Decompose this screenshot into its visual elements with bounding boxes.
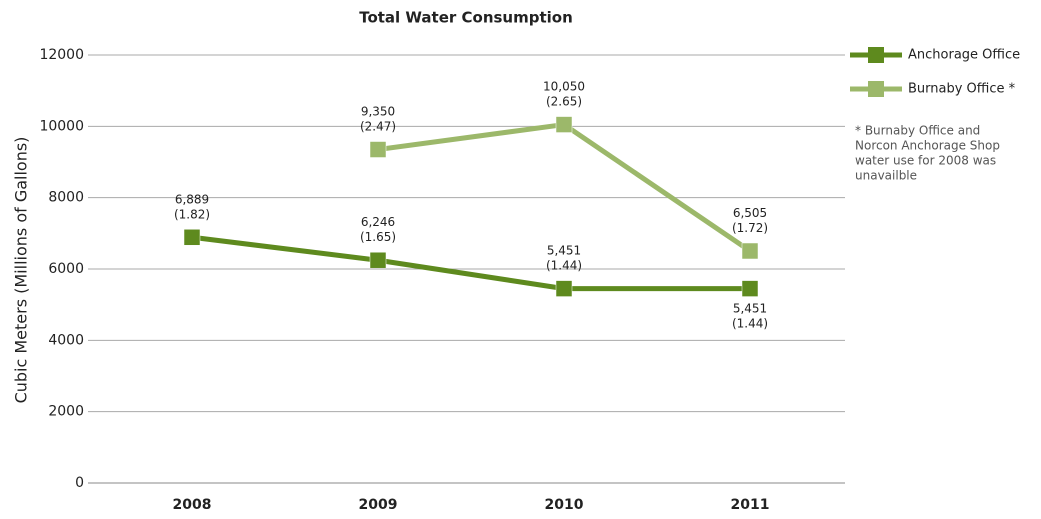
y-tick-label: 2000: [48, 404, 84, 420]
x-tick-label: 2008: [173, 497, 212, 513]
series-line: [191, 234, 750, 292]
value-label-gallons: (1.65): [360, 230, 396, 244]
value-label: 6,246 (1.65): [360, 215, 396, 244]
value-label-main: 10,050: [543, 79, 585, 93]
legend-label: Burnaby Office *: [908, 82, 1016, 97]
value-label-main: 6,505: [733, 205, 767, 219]
y-tick-label: 0: [75, 475, 84, 491]
note: * Burnaby Office and: [855, 124, 980, 138]
note: Norcon Anchorage Shop: [855, 139, 1000, 153]
value-label-gallons: (1.72): [732, 220, 768, 234]
point-marker: [741, 242, 759, 260]
legend-marker: [868, 81, 884, 97]
legend-label: Anchorage Office: [908, 48, 1020, 63]
series-line: [377, 121, 752, 254]
value-label-gallons: (2.65): [546, 94, 582, 108]
y-tick-label: 12000: [39, 47, 84, 63]
value-label-main: 6,246: [361, 215, 395, 229]
value-label-gallons: (1.44): [546, 258, 582, 272]
x-tick-label: 2009: [359, 497, 398, 513]
value-label-gallons: (2.47): [360, 119, 396, 133]
value-label: 9,350 (2.47): [360, 104, 396, 133]
value-label: 5,451 (1.44): [546, 243, 582, 272]
chart-title: Total Water Consumption: [359, 9, 573, 27]
value-label-gallons: (1.44): [732, 316, 768, 330]
y-tick-label: 6000: [48, 261, 84, 277]
y-axis-label: Cubic Meters (Millions of Gallons): [12, 137, 31, 404]
note: water use for 2008 was: [855, 154, 996, 168]
y-tick-label: 8000: [48, 190, 84, 206]
value-label: 6,889 (1.82): [174, 192, 210, 221]
value-label-gallons: (1.82): [174, 207, 210, 221]
x-tick-label: 2010: [545, 497, 584, 513]
value-label: 6,505 (1.72): [732, 205, 768, 234]
point-marker: [369, 141, 387, 158]
point-marker: [555, 116, 573, 133]
note: unavailble: [855, 169, 917, 183]
point-marker: [741, 280, 759, 297]
y-tick-label: 10000: [39, 118, 84, 134]
value-label-main: 9,350: [361, 104, 395, 118]
value-label-main: 5,451: [547, 243, 581, 257]
point-marker: [369, 251, 387, 269]
value-label: 5,451 (1.44): [732, 301, 768, 330]
y-tick-label: 4000: [48, 332, 84, 348]
x-tick-label: 2011: [731, 497, 770, 513]
legend-marker: [868, 47, 884, 63]
value-label: 10,050 (2.65): [543, 79, 585, 108]
point-marker: [555, 280, 573, 297]
value-label-main: 5,451: [733, 301, 767, 315]
value-label-main: 6,889: [175, 192, 209, 206]
point-marker: [183, 229, 201, 246]
